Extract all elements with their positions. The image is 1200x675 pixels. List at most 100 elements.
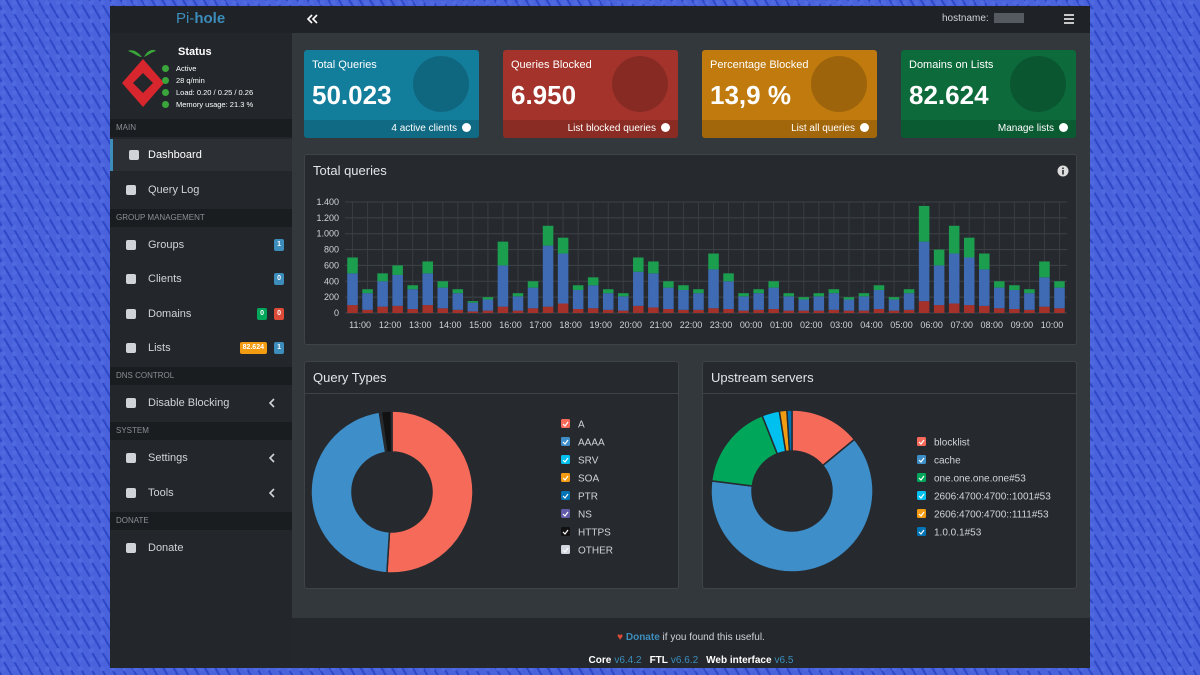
bar-segment: [527, 287, 539, 309]
menu-label: Lists: [148, 342, 171, 354]
bar-segment: [663, 309, 674, 313]
menu-label: Tools: [148, 486, 174, 499]
stat-link[interactable]: List all queries: [702, 120, 877, 138]
bar-segment: [377, 281, 388, 307]
bar-segment: [903, 289, 915, 294]
bar-segment: [467, 302, 479, 312]
bar-segment: [783, 296, 794, 311]
bar-segment: [392, 305, 403, 313]
versions: Core v6.4.2 FTL v6.6.2 Web interface v6.5: [292, 655, 1090, 666]
menu-item[interactable]: Dashboard: [110, 139, 295, 171]
bar-segment: [572, 309, 584, 313]
stat-link[interactable]: List blocked queries: [503, 120, 678, 138]
bar-segment: [948, 225, 960, 254]
legend-check: [562, 439, 569, 445]
bar-segment: [903, 309, 915, 313]
y-tick-label: 1.400: [316, 197, 339, 207]
bar-segment: [678, 309, 689, 313]
arrow-icon: [462, 123, 471, 132]
bar-segment: [843, 299, 855, 311]
menu-item[interactable]: Query Log: [110, 174, 292, 206]
bar-segment: [994, 308, 1005, 313]
bar-segment: [1009, 290, 1020, 310]
bar-segment: [1039, 261, 1050, 278]
bar-segment: [407, 309, 418, 313]
stat-link[interactable]: 4 active clients: [304, 120, 479, 138]
legend-check: [918, 439, 925, 445]
stat-value: 6.950: [511, 80, 577, 110]
bar-segment: [422, 305, 433, 313]
bar-segment: [377, 273, 388, 282]
bar-segment: [572, 285, 584, 291]
menu-section: SYSTEM: [110, 422, 292, 440]
menu-section: DNS CONTROL: [110, 367, 292, 385]
legend-swatch: [561, 455, 570, 464]
bar-segment: [738, 310, 749, 313]
menu-item[interactable]: Domains 0 0: [110, 298, 292, 330]
legend-swatch: [917, 527, 926, 536]
stat-link[interactable]: Manage lists: [901, 120, 1076, 138]
legend-check: [562, 475, 569, 481]
chart-title: Total queries: [313, 163, 387, 178]
donate-line: ♥ Donate if you found this useful.: [617, 632, 765, 643]
bar-segment: [618, 293, 629, 297]
bar-segment: [963, 237, 975, 258]
menu-item[interactable]: Groups 1: [110, 229, 292, 261]
stat-icon: [1010, 56, 1066, 112]
bar-segment: [1039, 306, 1050, 313]
menu-item[interactable]: Donate: [110, 532, 292, 564]
arrow-icon: [1059, 123, 1068, 132]
menu-icon[interactable]: [1063, 13, 1075, 25]
stat-title: Percentage Blocked: [710, 59, 809, 71]
menu-item[interactable]: Settings: [110, 442, 292, 474]
menu-item[interactable]: Lists 1 82.624: [110, 332, 292, 364]
bar-segment: [467, 311, 479, 313]
menu-item[interactable]: Clients 0: [110, 263, 292, 295]
x-tick-label: 12:00: [379, 320, 402, 330]
stat-box: Queries Blocked 6.950 List blocked queries: [503, 50, 678, 138]
status-text: Active: [176, 64, 197, 73]
badge: 0: [274, 273, 284, 285]
status-row: Load: 0.20 / 0.25 / 0.26: [162, 88, 253, 97]
bar-segment: [1024, 309, 1035, 313]
menu-item[interactable]: Disable Blocking: [110, 387, 292, 419]
legend-swatch: [917, 473, 926, 482]
bar-segment: [1039, 277, 1050, 307]
x-tick-label: 03:00: [830, 320, 853, 330]
y-tick-label: 200: [324, 292, 339, 302]
legend-label: OTHER: [578, 546, 613, 557]
bar-segment: [738, 296, 749, 311]
bar-segment: [452, 289, 464, 294]
bar-segment: [979, 305, 990, 313]
legend-swatch: [561, 509, 570, 518]
info-icon[interactable]: [1057, 165, 1069, 177]
collapse-icon[interactable]: [306, 13, 318, 25]
bar-segment: [557, 253, 569, 304]
brand[interactable]: Pi-hole: [176, 10, 225, 27]
bar-segment: [888, 297, 900, 300]
bar-segment: [918, 241, 930, 302]
x-tick-label: 15:00: [469, 320, 492, 330]
legend-swatch: [917, 509, 926, 518]
stat-icon: [612, 56, 668, 112]
bar-segment: [437, 281, 449, 288]
bar-segment: [347, 273, 358, 306]
bar-segment: [708, 308, 719, 313]
bar-segment: [678, 290, 689, 310]
bar-segment: [903, 293, 915, 310]
legend-swatch: [561, 545, 570, 554]
stat-icon: [811, 56, 867, 112]
badge: 1: [274, 238, 284, 251]
donate-link[interactable]: Donate: [625, 632, 660, 643]
legend-label: 2606:4700:4700::1001#53: [934, 492, 1051, 503]
legend-check: [562, 493, 569, 499]
menu-item[interactable]: Tools: [110, 477, 292, 509]
x-tick-label: 11:00: [349, 320, 371, 330]
browser-window: Pi-hole hostname: Status Active 28 q/min L…: [110, 6, 1090, 668]
legend-label: HTTPS: [578, 528, 611, 539]
bar-segment: [648, 307, 659, 313]
y-tick-label: 1.200: [316, 213, 339, 223]
x-tick-label: 02:00: [800, 320, 823, 330]
stat-box: Total Queries 50.023 4 active clients: [304, 50, 479, 138]
bar-segment: [933, 249, 945, 266]
